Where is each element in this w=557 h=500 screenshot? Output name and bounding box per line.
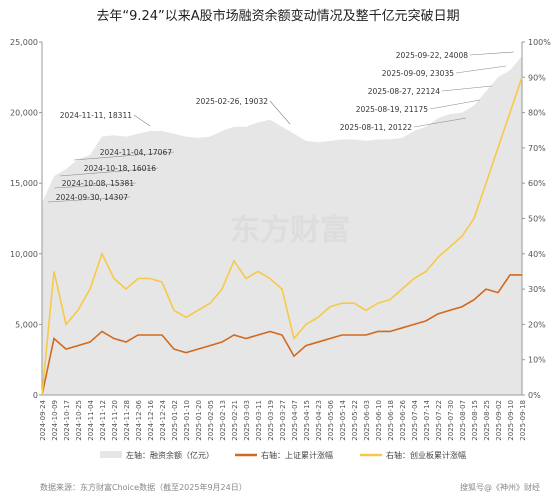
legend-label: 右轴：创业板累计涨幅	[386, 450, 466, 460]
y2-tick-label: 100%	[528, 38, 551, 47]
x-tick-label: 2024-11-04	[87, 399, 95, 440]
annotation-leader	[59, 167, 159, 177]
watermark: 东方财富	[230, 213, 350, 248]
x-tick-label: 2025-09-10	[507, 400, 515, 441]
y2-tick-label: 40%	[528, 250, 546, 259]
y-tick-label: 15,000	[10, 179, 38, 188]
annotation-leader	[47, 196, 131, 203]
y2-tick-label: 80%	[528, 109, 546, 118]
x-tick-label: 2024-11-28	[123, 400, 131, 441]
legend-label: 左轴：融资余额（亿元）	[126, 450, 214, 460]
line	[41, 274, 522, 396]
annotation: 2024-10-08, 15381	[62, 179, 134, 188]
y2-tick-label: 10%	[528, 356, 546, 365]
annotation: 2025-08-11, 20122	[340, 123, 412, 132]
area	[42, 56, 522, 396]
y-tick-label: 25,000	[10, 38, 38, 47]
x-tick-label: 2025-01-10	[183, 400, 191, 441]
x-tick-label: 2024-12-06	[135, 399, 143, 440]
x-tick-label: 2024-12-16	[147, 399, 155, 440]
x-tick-label: 2024-11-12	[99, 400, 107, 441]
annotation-leader	[469, 51, 515, 56]
annotation: 2025-09-22, 24008	[396, 51, 468, 60]
y2-tick-label: 20%	[528, 320, 546, 329]
annotation-leader	[269, 100, 291, 125]
line	[41, 77, 523, 396]
x-tick-label: 2025-01-02	[171, 400, 179, 441]
x-tick-label: 2025-04-15	[303, 400, 311, 441]
y2-tick-label: 90%	[528, 73, 546, 82]
x-tick-label: 2025-03-27	[279, 400, 287, 441]
annotation-leader	[455, 65, 507, 74]
x-tick-label: 2025-07-30	[447, 400, 455, 441]
annotation-leader	[133, 114, 151, 127]
x-tick-label: 2025-07-22	[435, 400, 443, 441]
credit: 搜狐号@《神州》财经	[460, 482, 540, 492]
y2-tick-label: 50%	[528, 215, 546, 224]
y2-tick-label: 60%	[528, 179, 546, 188]
x-tick-label: 2025-06-26	[399, 399, 407, 440]
y2-tick-label: 30%	[528, 285, 546, 294]
x-tick-label: 2025-03-11	[255, 400, 263, 441]
legend-label: 右轴：上证累计涨幅	[261, 450, 333, 460]
y-tick-label: 5,000	[15, 320, 38, 329]
x-tick-label: 2025-03-03	[243, 400, 251, 441]
x-tick-label: 2024-10-25	[75, 400, 83, 441]
x-tick-label: 2025-08-07	[459, 400, 467, 441]
x-tick-label: 2025-01-20	[195, 400, 203, 441]
x-tick-label: 2025-06-10	[375, 400, 383, 441]
x-tick-label: 2025-02-05	[207, 400, 215, 441]
x-tick-label: 2025-08-25	[483, 400, 491, 441]
annotation: 2024-11-11, 18311	[60, 111, 132, 120]
x-tick-label: 2025-09-02	[495, 400, 503, 441]
x-tick-label: 2025-02-13	[219, 400, 227, 441]
annotation-leader	[73, 151, 175, 161]
annotation: 2025-08-19, 21175	[356, 105, 428, 114]
x-tick-label: 2025-02-21	[231, 400, 239, 441]
annotation-leader	[429, 99, 481, 110]
x-tick-label: 2025-06-18	[387, 400, 395, 441]
annotation: 2025-09-09, 23035	[382, 69, 454, 78]
x-tick-label: 2025-09-18	[519, 400, 527, 441]
y-tick-label: 0	[33, 391, 38, 400]
annotation-leader	[413, 117, 467, 128]
x-tick-label: 2025-04-07	[291, 400, 299, 441]
x-tick-label: 2025-05-14	[339, 399, 347, 440]
x-tick-label: 2025-04-23	[315, 400, 323, 441]
chart-title: 去年“9.24”以来A股市场融资余额变动情况及整千亿元突破日期	[96, 8, 459, 24]
annotation-leader	[441, 85, 493, 92]
annotation: 2024-09-30, 14307	[56, 193, 128, 202]
x-tick-label: 2025-08-15	[471, 400, 479, 441]
x-tick-label: 2024-09-24	[39, 399, 47, 440]
annotation: 2025-02-26, 19032	[196, 97, 268, 106]
y2-tick-label: 70%	[528, 144, 546, 153]
annotation: 2024-10-18, 16016	[84, 164, 156, 173]
x-tick-label: 2025-07-04	[411, 399, 419, 440]
legend-swatch	[100, 451, 122, 458]
y2-tick-label: 0%	[528, 391, 541, 400]
x-tick-label: 2025-06-03	[363, 400, 371, 441]
y-tick-label: 10,000	[10, 250, 38, 259]
y-tick-label: 20,000	[10, 109, 38, 118]
annotation: 2024-11-04, 17067	[100, 148, 172, 157]
source: 数据来源：东方财富Choice数据（截至2025年9月24日）	[40, 482, 247, 492]
x-tick-label: 2024-11-20	[111, 400, 119, 441]
x-tick-label: 2024-12-24	[159, 399, 167, 440]
x-tick-label: 2024-10-17	[63, 400, 71, 441]
x-tick-label: 2025-05-06	[327, 399, 335, 440]
x-tick-label: 2025-03-19	[267, 400, 275, 441]
x-tick-label: 2025-07-14	[423, 399, 431, 440]
annotation-leader	[53, 182, 137, 189]
x-tick-label: 2025-05-22	[351, 400, 359, 441]
x-tick-label: 2024-10-09	[51, 400, 59, 441]
annotation: 2025-08-27, 22124	[368, 87, 440, 96]
